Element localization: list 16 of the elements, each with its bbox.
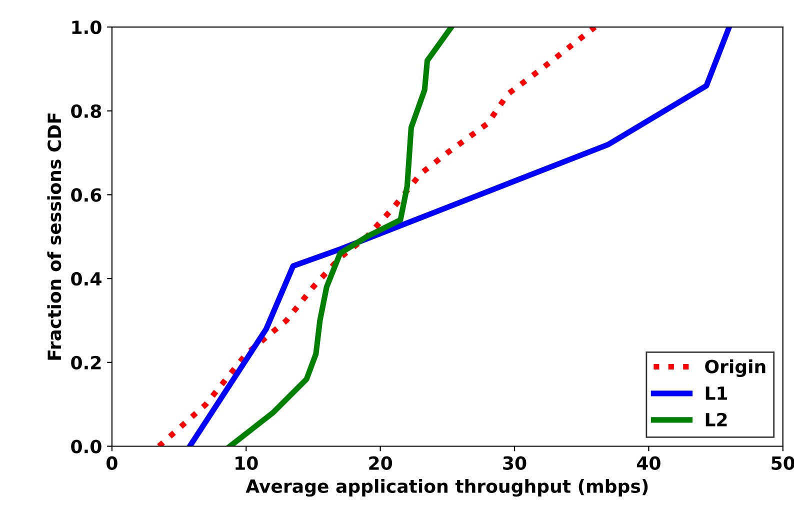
x-tick-label: 40 (636, 456, 660, 470)
x-tick-label: 0 (106, 456, 118, 470)
y-tick-label: 0.4 (71, 272, 102, 286)
x-axis-title: Average application throughput (mbps) (246, 479, 648, 497)
y-tick-label: 1.0 (72, 20, 102, 34)
x-tick-label: 30 (503, 456, 526, 470)
legend-label: L2 (706, 412, 727, 426)
y-tick-label: 0.2 (71, 356, 101, 370)
y-axis-title: Fraction of sessions CDF (47, 113, 62, 360)
y-tick-label: 0.8 (71, 104, 102, 118)
x-tick-label: 20 (369, 456, 392, 470)
legend-label: Origin (705, 359, 766, 377)
legend-label: L1 (706, 386, 728, 400)
y-tick-label: 0.0 (71, 440, 102, 454)
y-tick-label: 0.6 (71, 188, 102, 202)
x-tick-label: 10 (236, 456, 258, 470)
